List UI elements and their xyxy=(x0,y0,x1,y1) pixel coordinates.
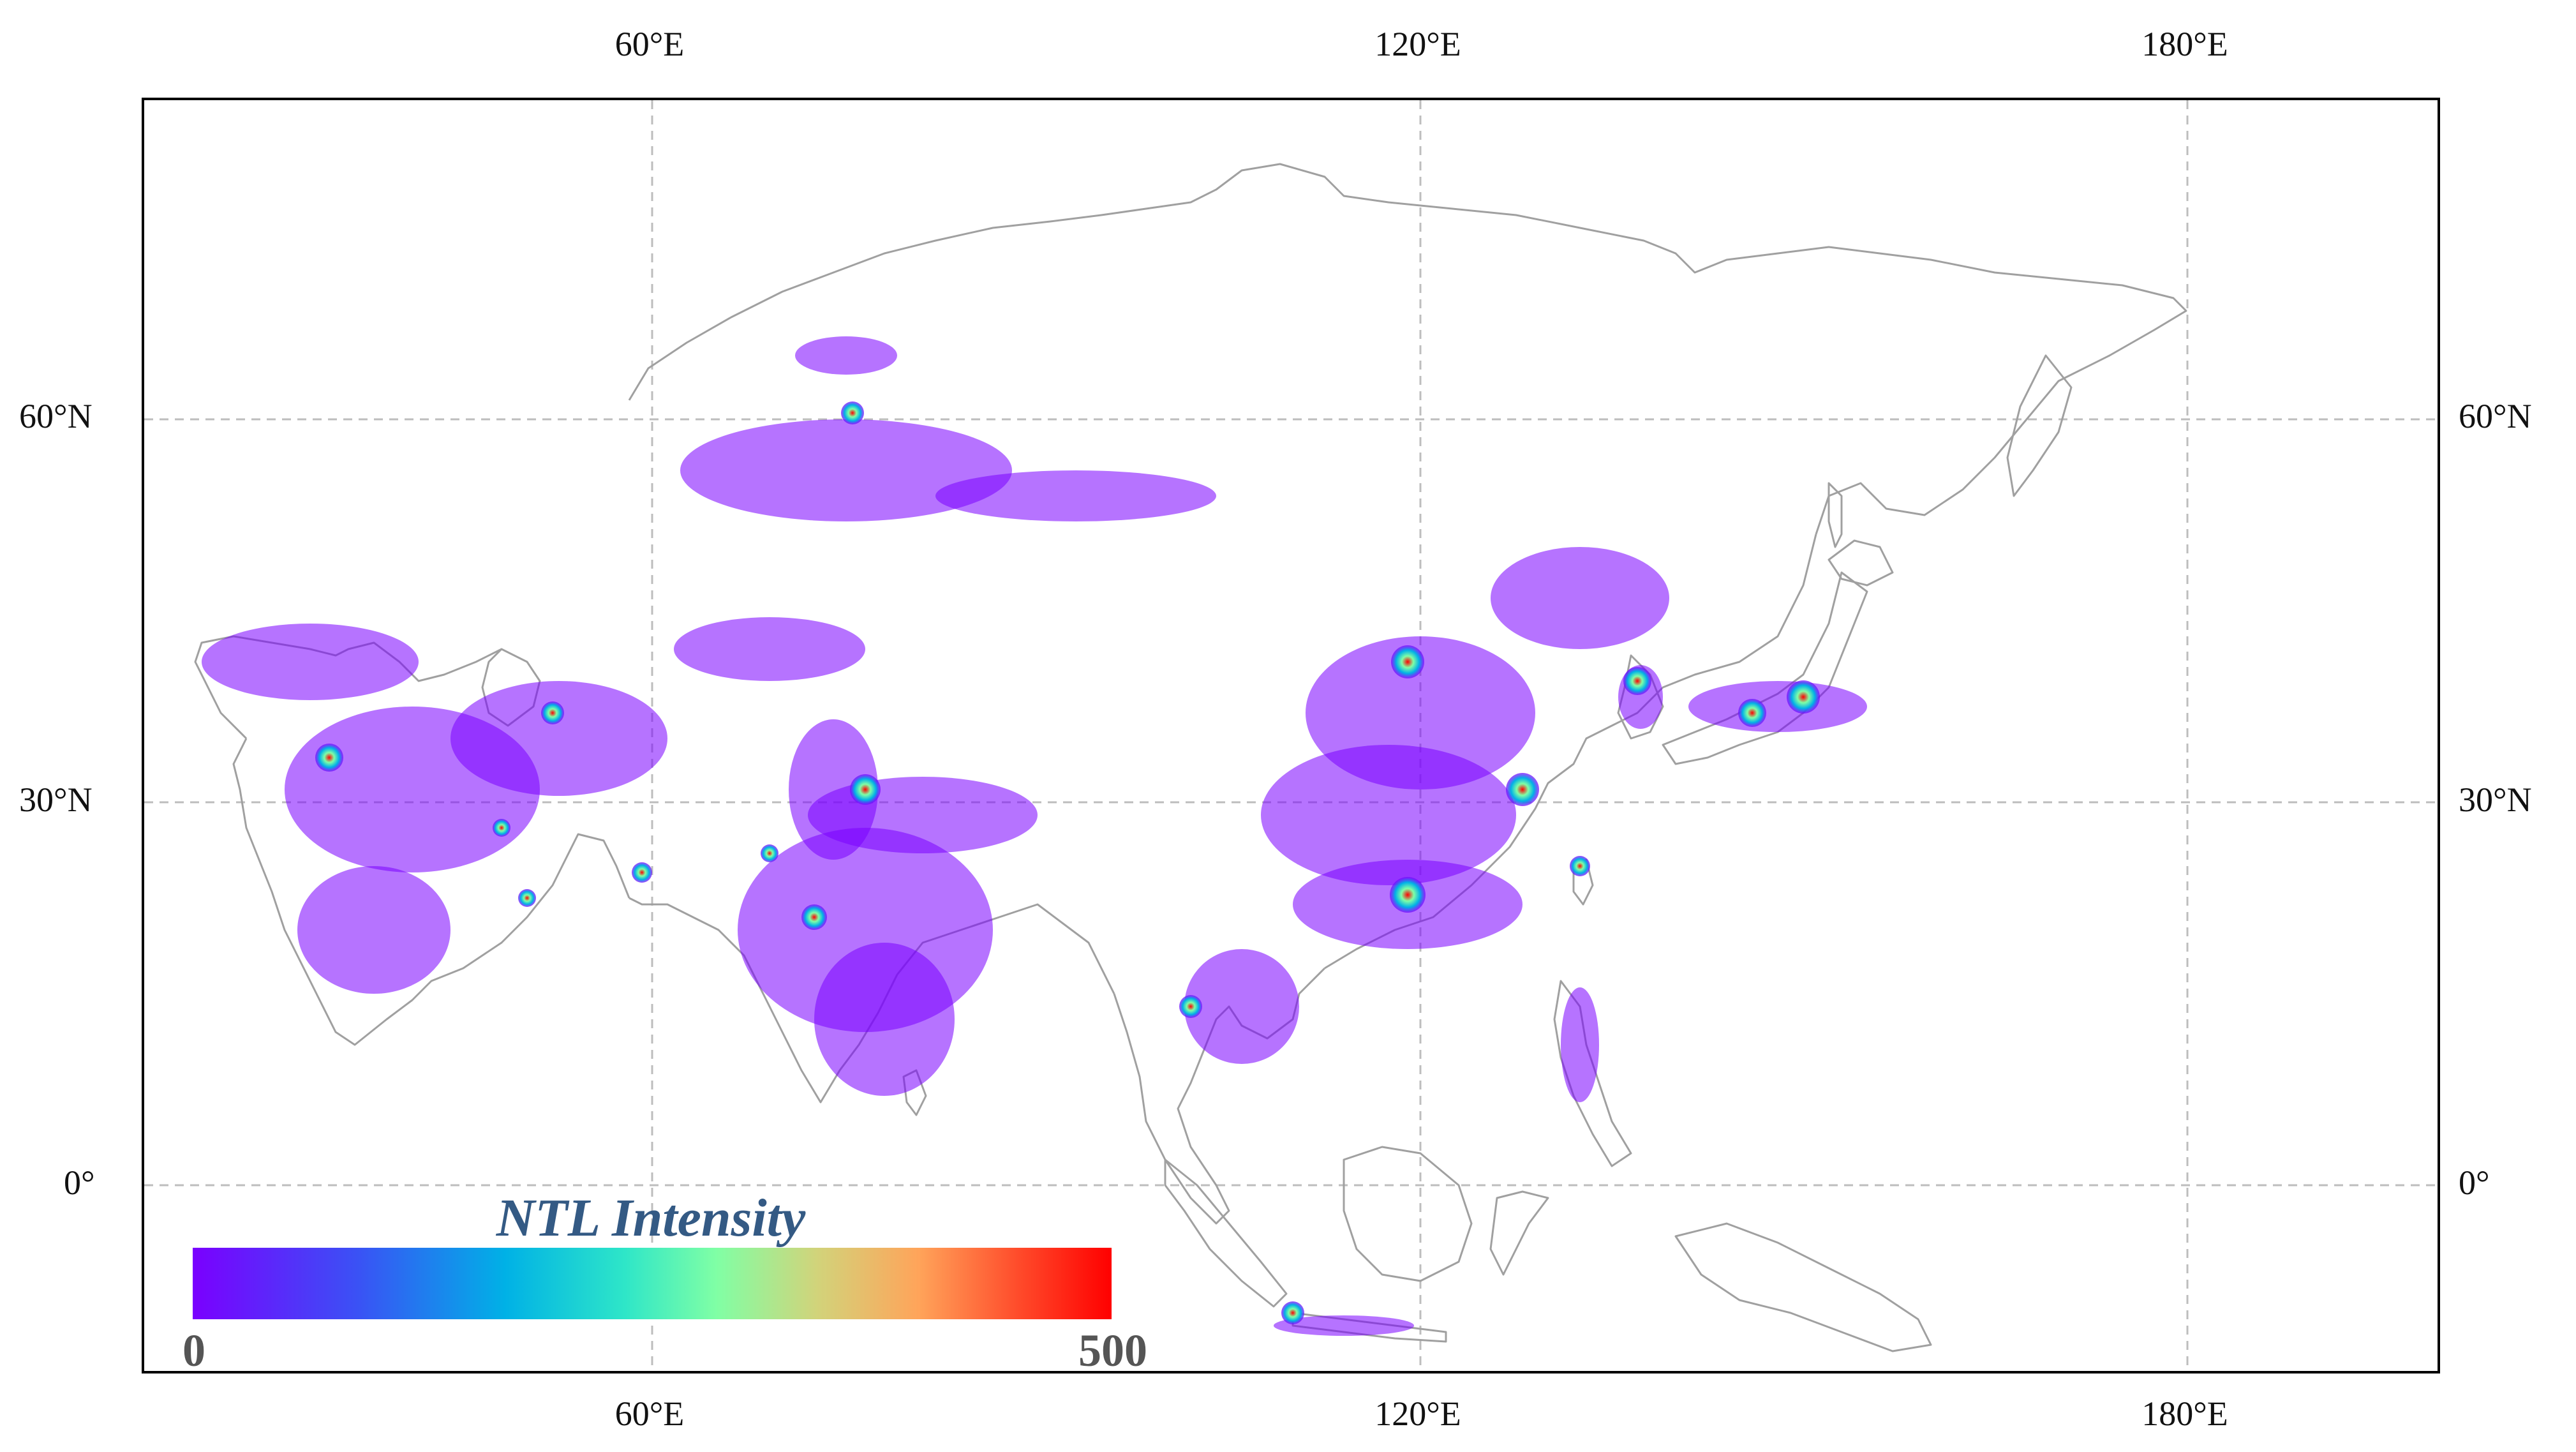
lon-tick-top-180e: 180°E xyxy=(2141,25,2228,63)
ntl-pakistan xyxy=(789,719,878,860)
hotspot-dubai xyxy=(632,862,652,883)
ntl-diffuse xyxy=(202,336,1867,1336)
ntl-lights xyxy=(202,336,1867,1336)
ntl-russia-south xyxy=(935,470,1216,521)
ntl-japan xyxy=(1688,681,1867,732)
hotspot-osaka xyxy=(1738,699,1766,727)
hotspot-jakarta xyxy=(1281,1301,1304,1324)
coastline-eurasia-north xyxy=(628,163,2187,535)
lat-tick-right-0: 0° xyxy=(2459,1164,2490,1202)
hotspot-shanghai xyxy=(1506,773,1539,806)
coastline-sakhalin xyxy=(1828,482,1843,548)
lon-tick-bottom-60e: 60°E xyxy=(614,1395,685,1433)
hotspot-guangzhou xyxy=(1390,877,1426,913)
hotspot-seoul xyxy=(1623,667,1651,695)
hotspot-tehran xyxy=(541,701,564,724)
lon-tick-bottom-180e: 180°E xyxy=(2141,1395,2228,1433)
ntl-india-south xyxy=(814,943,955,1096)
coastline-sulawesi xyxy=(1489,1190,1549,1276)
ntl-iran xyxy=(450,681,667,796)
hotspot-taipei xyxy=(1570,856,1590,876)
hotspot-bangkok xyxy=(1179,995,1202,1018)
hotspot-tokyo xyxy=(1787,680,1820,714)
legend-min-label: 0 xyxy=(182,1325,205,1376)
coastline-kamchatka xyxy=(2006,354,2073,497)
ntl-kazakhstan xyxy=(674,617,865,681)
ntl-turkey xyxy=(202,624,419,700)
lat-tick-right-30n: 30°N xyxy=(2459,781,2532,819)
ntl-siberia xyxy=(795,336,897,375)
coastline-borneo xyxy=(1343,1146,1473,1282)
hotspot-moscow-east xyxy=(841,401,864,424)
lon-tick-top-60e: 60°E xyxy=(614,25,685,63)
lat-tick-left-30n: 30°N xyxy=(19,781,93,819)
coastline-new-guinea xyxy=(1674,1222,1932,1352)
coastline-arabia xyxy=(232,738,630,1046)
ntl-hotspots xyxy=(315,401,1820,1324)
hotspot-israel xyxy=(315,744,343,772)
lat-tick-left-0: 0° xyxy=(64,1164,95,1202)
ntl-philippines xyxy=(1561,987,1599,1102)
ntl-thailand-vietnam xyxy=(1184,949,1299,1064)
ntl-java xyxy=(1274,1315,1414,1336)
legend-title: NTL Intensity xyxy=(496,1188,806,1248)
lon-tick-top-120e: 120°E xyxy=(1374,25,1461,63)
hotspot-karachi xyxy=(761,844,778,862)
map-frame xyxy=(142,98,2440,1373)
ntl-north-east-china xyxy=(1491,547,1669,649)
lat-tick-right-60n: 60°N xyxy=(2459,397,2532,435)
coastline-sumatra xyxy=(1164,1158,1288,1308)
lat-tick-left-60n: 60°N xyxy=(19,397,93,435)
ntl-central-china xyxy=(1261,745,1516,885)
coastline-japan xyxy=(1662,571,1868,765)
legend-max-label: 500 xyxy=(1078,1325,1147,1376)
lon-tick-bottom-120e: 120°E xyxy=(1374,1395,1461,1433)
ntl-arabia xyxy=(297,866,450,994)
hotspot-kuwait xyxy=(493,819,510,837)
hotspot-delhi xyxy=(850,774,881,805)
hotspot-riyadh xyxy=(518,889,536,907)
hotspot-mumbai xyxy=(801,904,827,930)
ntl-russia-west xyxy=(680,419,1012,521)
map-canvas xyxy=(144,100,2438,1371)
legend-colorbar xyxy=(193,1248,1112,1319)
hotspot-beijing xyxy=(1391,645,1424,678)
coastline-hokkaido xyxy=(1828,539,1894,587)
